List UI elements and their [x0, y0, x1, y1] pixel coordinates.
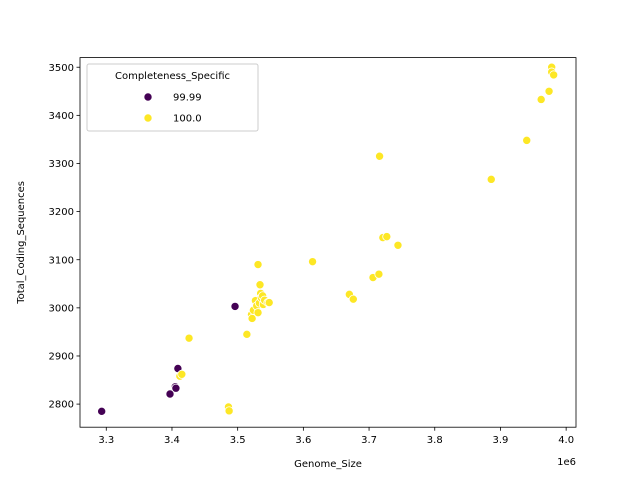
data-point: [171, 383, 181, 393]
x-tick-label: 3.8: [427, 435, 443, 446]
y-axis-ticks: 2800 2900 3000 3100 3200 3300 3400 3500: [49, 63, 80, 411]
data-point: [393, 240, 403, 250]
legend-title: Completeness_Specific: [115, 71, 230, 82]
data-point: [486, 174, 496, 184]
x-tick-label: 3.4: [164, 435, 180, 446]
legend-label: 100.0: [173, 114, 202, 125]
data-point: [308, 257, 318, 267]
series-0: [97, 301, 240, 416]
legend: Completeness_Specific 99.99 100.0: [86, 63, 259, 132]
data-point: [544, 86, 554, 96]
data-points: [97, 62, 559, 416]
data-point: [549, 70, 559, 80]
legend-frame: [86, 63, 259, 132]
data-point: [224, 406, 234, 416]
y-axis-label: Total_Coding_Sequences: [16, 181, 27, 305]
axes: [79, 57, 577, 428]
series-1: [175, 62, 559, 416]
data-point: [348, 294, 358, 304]
data-point: [374, 269, 384, 279]
x-tick-label: 4.0: [558, 435, 574, 446]
data-point: [255, 280, 265, 290]
y-tick-label: 3300: [49, 159, 74, 170]
y-tick-label: 3200: [49, 207, 74, 218]
y-tick-label: 2900: [49, 352, 74, 363]
x-tick-label: 3.3: [98, 435, 114, 446]
y-tick-label: 3100: [49, 255, 74, 266]
data-point: [382, 232, 392, 242]
data-point: [184, 333, 194, 343]
data-point: [177, 369, 187, 379]
legend-label: 99.99: [173, 93, 202, 104]
x-tick-label: 3.9: [492, 435, 508, 446]
data-point: [264, 298, 274, 308]
data-point: [97, 406, 107, 416]
y-tick-label: 2800: [49, 400, 74, 411]
y-tick-label: 3500: [49, 63, 74, 74]
data-point: [522, 135, 532, 145]
legend-marker: [143, 92, 153, 102]
y-tick-label: 3000: [49, 303, 74, 314]
data-point: [536, 94, 546, 104]
data-point: [375, 151, 385, 161]
x-axis-label: Genome_Size: [294, 459, 362, 470]
x-tick-label: 3.5: [230, 435, 246, 446]
x-tick-label: 3.6: [295, 435, 311, 446]
x-axis-ticks: 3.3 3.4 3.5 3.6 3.7 3.8 3.9 4.0: [98, 427, 574, 446]
x-tick-label: 3.7: [361, 435, 377, 446]
data-point: [253, 308, 263, 318]
data-point: [230, 301, 240, 311]
legend-marker: [143, 113, 153, 123]
data-point: [165, 389, 175, 399]
data-point: [253, 260, 263, 270]
x-axis-offset-label: 1e6: [557, 457, 576, 468]
data-point: [242, 329, 252, 339]
plot-frame: [79, 57, 577, 428]
y-tick-label: 3400: [49, 111, 74, 122]
